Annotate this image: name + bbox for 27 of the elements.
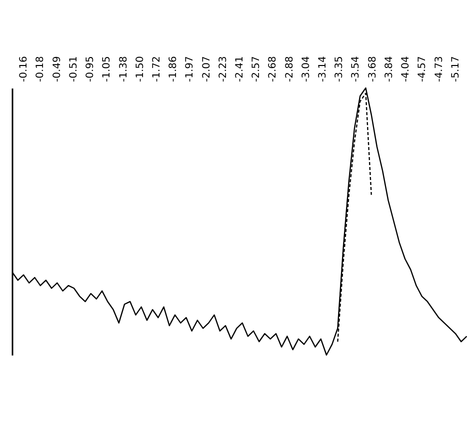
text: -3.54 [350,56,362,82]
text: -0.18 [35,56,46,82]
text: -1.50 [134,56,146,82]
text: -1.86 [168,56,180,82]
text: -4.57 [417,56,428,82]
text: -2.23 [218,56,229,82]
text: -3.35 [334,56,346,82]
text: -1.72 [151,56,162,82]
text: -4.04 [400,56,412,82]
text: -0.95 [85,56,96,82]
text: -3.04 [300,56,312,82]
text: -3.84 [384,56,395,82]
text: -2.41 [234,56,246,82]
text: -5.17 [450,56,462,82]
text: -0.51 [68,56,80,82]
text: -1.38 [118,56,130,82]
text: -3.14 [318,56,329,82]
text: -1.97 [184,56,196,82]
text: -2.68 [268,56,279,82]
text: -3.68 [367,56,378,82]
text: -4.73 [434,56,445,82]
text: -0.49 [52,56,63,82]
text: -2.57 [251,56,262,82]
text: -1.05 [102,56,113,82]
text: -2.07 [201,56,212,82]
text: -2.88 [284,56,296,82]
text: -0.16 [18,56,30,82]
